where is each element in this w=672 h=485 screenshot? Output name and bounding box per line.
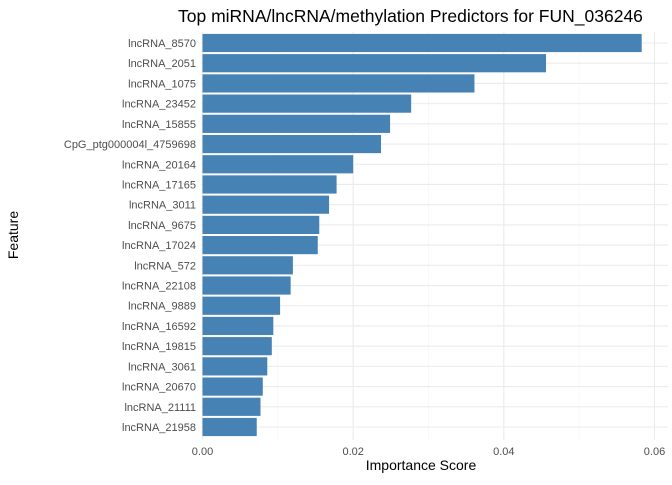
- y-tick-label: lncRNA_17024: [122, 240, 196, 252]
- y-tick-labels: lncRNA_8570 lncRNA_2051 lncRNA_1075 lncRNA_…: [64, 38, 196, 434]
- bar-lncrna-16592: [202, 316, 274, 336]
- bar-lncrna-2051: [202, 54, 547, 73]
- y-tick-label: lncRNA_22108: [122, 281, 196, 293]
- y-tick-label: lncRNA_16592: [122, 321, 196, 333]
- x-tick-label: 0.02: [342, 446, 363, 458]
- y-tick-label: lncRNA_23452: [122, 99, 196, 111]
- y-axis-title: Feature: [5, 211, 21, 259]
- y-tick-label: lncRNA_8570: [128, 38, 196, 50]
- bar-lncrna-1075: [202, 74, 475, 93]
- y-tick-label: lncRNA_15855: [122, 119, 196, 131]
- y-tick-label: lncRNA_572: [134, 260, 196, 272]
- y-tick-label: lncRNA_9889: [128, 301, 196, 313]
- bar-lncrna-21958: [202, 417, 257, 437]
- bar-lncrna-22108: [202, 276, 291, 295]
- bar-lncrna-20670: [202, 377, 263, 396]
- y-tick-label: lncRNA_20670: [122, 382, 196, 394]
- grid-layer: [201, 32, 668, 440]
- x-axis-title: Importance Score: [366, 457, 477, 473]
- chart-title: Top miRNA/lncRNA/methylation Predictors …: [178, 6, 643, 27]
- bar-lncrna-3061: [202, 357, 268, 376]
- bar-lncrna-21111: [202, 397, 261, 416]
- y-tick-label: lncRNA_9675: [128, 220, 196, 232]
- bar-lncrna-17165: [202, 175, 337, 194]
- y-tick-label: lncRNA_20164: [122, 159, 196, 171]
- bar-lncrna-19815: [202, 337, 272, 356]
- bar-lncrna-9675: [202, 215, 320, 234]
- bar-lncrna-8570: [202, 33, 642, 53]
- y-tick-label: lncRNA_17165: [122, 179, 196, 191]
- y-tick-label: lncRNA_2051: [128, 58, 196, 70]
- bar-cpg-ptg000004l-4759698: [202, 134, 382, 154]
- bars-layer: [202, 33, 642, 437]
- y-tick-label: lncRNA_21958: [122, 422, 196, 434]
- x-tick-label: 0.04: [493, 446, 514, 458]
- x-tick-label: 0.00: [192, 446, 213, 458]
- x-tick-label: 0.06: [644, 446, 665, 458]
- bar-lncrna-3011: [202, 195, 330, 214]
- y-tick-label: CpG_ptg000004l_4759698: [64, 139, 196, 151]
- y-tick-label: lncRNA_3061: [128, 361, 196, 373]
- y-tick-label: lncRNA_21111: [124, 402, 196, 414]
- bar-lncrna-23452: [202, 94, 412, 113]
- bar-lncrna-572: [202, 256, 293, 275]
- bar-lncrna-15855: [202, 114, 391, 133]
- y-tick-label: lncRNA_1075: [128, 78, 196, 90]
- bar-lncrna-20164: [202, 155, 354, 174]
- x-tick-labels: 0.00 0.02 0.04 0.06: [192, 446, 665, 458]
- bar-lncrna-17024: [202, 236, 318, 255]
- y-tick-label: lncRNA_19815: [122, 341, 196, 353]
- bar-lncrna-9889: [202, 296, 281, 315]
- y-tick-label: lncRNA_3011: [129, 200, 196, 212]
